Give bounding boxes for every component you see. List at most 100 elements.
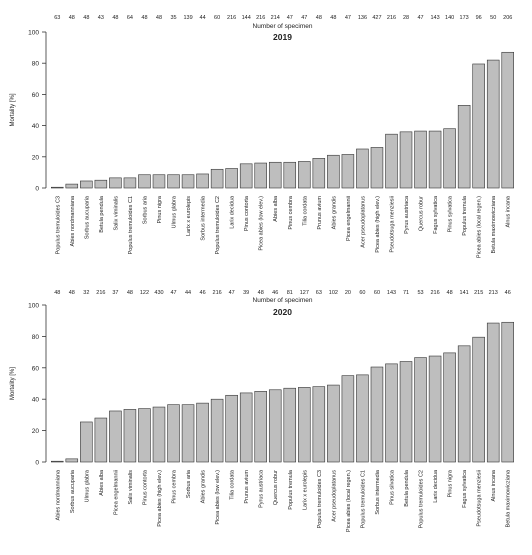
category-label: Acer pseudoplatanus <box>360 196 366 248</box>
y-axis-label: Mortality [%] <box>10 93 16 126</box>
bar <box>501 321 514 463</box>
category-label: Pinus cembra <box>288 195 294 230</box>
specimen-count: 430 <box>154 290 163 296</box>
specimen-count: 43 <box>98 15 104 21</box>
category-label: Tilia cordata <box>230 469 236 500</box>
category-label: Populus tremuloides C1 <box>360 470 366 528</box>
specimen-count: 48 <box>54 290 60 296</box>
bar <box>152 406 166 463</box>
category-label: Pinus silvatica <box>389 469 395 505</box>
specimen-count: 216 <box>96 290 105 296</box>
bar <box>298 161 311 189</box>
category-label: Alnus incana <box>506 195 512 227</box>
specimen-count: 141 <box>460 290 469 296</box>
specimen-count: 64 <box>127 15 133 21</box>
specimen-count: 48 <box>141 15 147 21</box>
bar <box>414 130 427 189</box>
category-label: Picea abies (high elev.) <box>157 470 163 527</box>
bar <box>298 387 311 463</box>
category-label: Populus tremuloides C2 <box>215 196 221 254</box>
specimen-count: 71 <box>403 290 409 296</box>
bar <box>399 131 413 189</box>
specimen-count: 216 <box>256 15 265 21</box>
category-label: Populus tremula <box>288 469 294 510</box>
bar <box>472 336 485 463</box>
specimen-count: 214 <box>271 15 280 21</box>
specimen-count: 28 <box>403 15 409 21</box>
specimen-count: 48 <box>69 15 75 21</box>
bar <box>457 105 471 189</box>
category-label: Abies nordmanniana <box>70 195 76 246</box>
bar <box>443 128 456 189</box>
category-label: Pyrus austriaca <box>404 195 410 234</box>
specimen-count: 47 <box>229 290 235 296</box>
bar <box>51 186 64 189</box>
bar <box>94 179 108 189</box>
category-label: Pinus sylvatica <box>448 195 454 232</box>
y-tick-label: 20 <box>32 428 40 435</box>
category-label: Picea abies (high elev.) <box>375 196 381 253</box>
specimen-count: 35 <box>170 15 176 21</box>
category-label: Abies alba <box>273 195 279 222</box>
bar <box>239 163 253 189</box>
category-label: Picea abies (local regen.) <box>346 470 352 532</box>
category-label: Abies grandis <box>331 196 337 230</box>
specimen-count: 127 <box>300 290 309 296</box>
specimen-count: 96 <box>476 15 482 21</box>
bar <box>501 51 514 189</box>
specimen-count: 48 <box>156 15 162 21</box>
specimen-count: 37 <box>112 290 118 296</box>
category-label: Ulmus glabra <box>172 195 178 228</box>
bar <box>283 161 297 189</box>
chart-2020: 0 20 40 60 80 100 Mortality [%] Number of speci… <box>10 290 514 532</box>
specimen-count: 50 <box>490 15 496 21</box>
y-tick-label: 60 <box>32 92 40 99</box>
specimen-count: 60 <box>214 15 220 21</box>
bar <box>370 366 384 463</box>
bar <box>152 174 166 189</box>
specimen-count: 44 <box>200 15 206 21</box>
category-label: Alnus incana <box>491 469 497 501</box>
category-label: Fagus sylvatica <box>462 469 468 508</box>
y-tick-label: 20 <box>32 154 40 161</box>
specimen-count: 63 <box>54 15 60 21</box>
bar <box>486 59 500 189</box>
bar <box>457 345 471 463</box>
specimen-count: 173 <box>460 15 469 21</box>
y-tick-label: 80 <box>32 334 40 341</box>
specimen-count: 48 <box>69 290 75 296</box>
specimen-count: 32 <box>83 290 89 296</box>
category-label: Salix viminalis <box>113 196 119 231</box>
bar <box>196 173 209 189</box>
bar <box>210 168 224 189</box>
category-label: Pinus cembra <box>172 469 178 504</box>
bar <box>385 363 398 463</box>
y-tick-label: 0 <box>35 186 39 193</box>
specimen-count: 44 <box>185 290 191 296</box>
specimen-count: 144 <box>242 15 251 21</box>
y-tick-label: 100 <box>28 30 39 37</box>
bar <box>51 460 64 463</box>
category-label: Betula pendula <box>99 195 105 233</box>
specimen-count: 143 <box>430 15 439 21</box>
bar <box>341 375 355 463</box>
specimen-count: 216 <box>387 15 396 21</box>
category-label: Prunus avium <box>244 470 250 504</box>
bar <box>80 421 93 463</box>
bar <box>225 394 238 463</box>
category-label: Sorbus aucuparia <box>84 195 90 239</box>
specimen-count: 143 <box>387 290 396 296</box>
bar <box>385 133 398 189</box>
y-tick-label: 40 <box>32 397 40 404</box>
category-label: Larix x eurolepis <box>186 196 192 236</box>
category-label: Betula pendula <box>404 469 410 507</box>
specimen-count: 53 <box>417 290 423 296</box>
bar <box>443 352 456 463</box>
category-label: Pinus contorta <box>142 469 148 505</box>
specimen-count: 140 <box>445 15 454 21</box>
top-axis-label: Number of specimen <box>253 297 313 304</box>
bar <box>414 357 427 463</box>
category-label: Pinus contorta <box>244 195 250 231</box>
bar <box>109 177 122 189</box>
y-tick-label: 80 <box>32 61 40 68</box>
